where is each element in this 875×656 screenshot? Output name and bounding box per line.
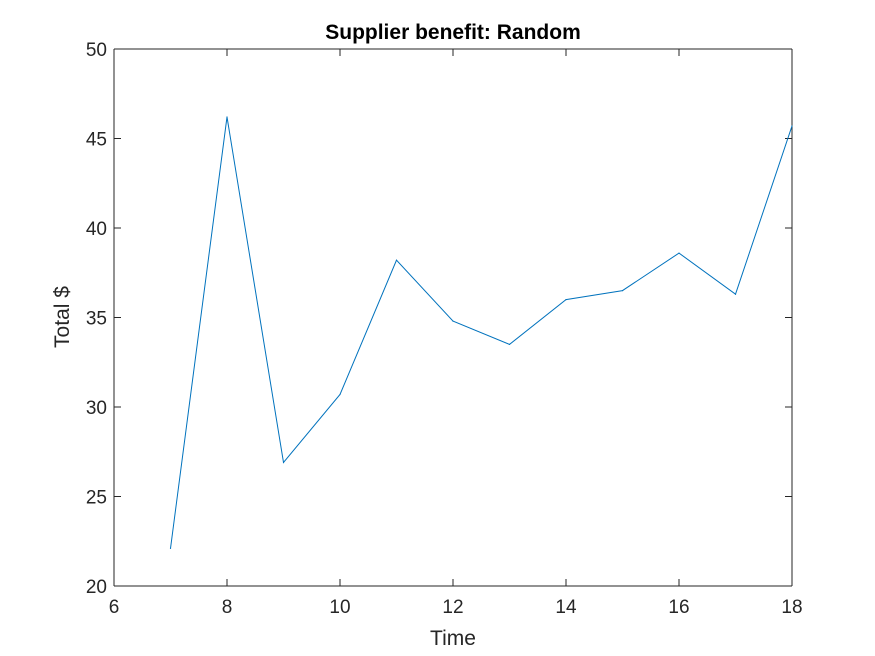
series-line	[170, 116, 793, 549]
x-tick-label: 16	[668, 597, 689, 618]
data-point	[621, 290, 624, 292]
x-axis-label: Time	[430, 627, 476, 650]
y-tick-label: 20	[86, 577, 107, 598]
data-point	[169, 547, 172, 550]
chart-title: Supplier benefit: Random	[325, 21, 581, 44]
data-point	[282, 461, 285, 464]
y-tick-label: 35	[86, 309, 107, 330]
x-axis-ticks: 6 8 10 12 14 16 18	[109, 49, 803, 618]
y-tick-label: 40	[86, 219, 107, 240]
x-tick-label: 6	[109, 597, 120, 618]
data-point	[508, 343, 511, 345]
data-point	[678, 252, 680, 254]
x-tick-label: 14	[555, 597, 577, 618]
series-layer	[169, 116, 793, 550]
data-point	[734, 293, 737, 295]
y-tick-label: 30	[86, 398, 107, 419]
plot-area	[114, 49, 792, 586]
data-point	[395, 259, 398, 261]
x-tick-label: 8	[222, 597, 233, 618]
x-tick-label: 10	[329, 597, 350, 618]
data-point	[452, 320, 454, 322]
y-tick-label: 25	[86, 488, 107, 509]
data-point	[565, 299, 567, 301]
y-axis-label: Total $	[51, 286, 74, 348]
y-tick-label: 45	[86, 130, 107, 151]
data-point	[226, 116, 228, 118]
data-point	[339, 393, 341, 396]
data-point	[791, 125, 793, 127]
x-tick-label: 12	[442, 597, 463, 618]
y-tick-label: 50	[86, 40, 107, 61]
y-axis-ticks: 20 25 30 35 40 45 50	[86, 40, 792, 598]
x-tick-label: 18	[781, 597, 802, 618]
